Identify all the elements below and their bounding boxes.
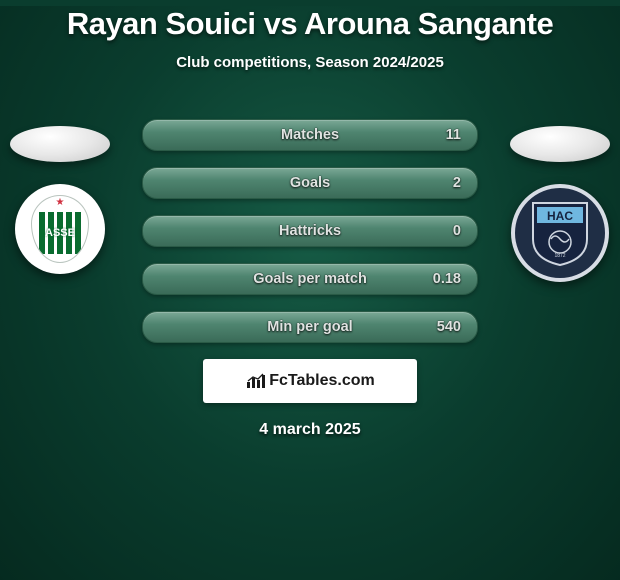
stat-value: 0.18 — [433, 271, 461, 287]
right-club-badge: HAC 1872 — [511, 184, 609, 282]
stat-value: 0 — [453, 223, 461, 239]
stat-label: Goals per match — [253, 271, 367, 287]
left-club: ★ ASSE — [10, 126, 110, 282]
stat-row: Goals 2 — [142, 167, 478, 199]
asse-crest-icon: ★ ASSE — [31, 195, 89, 263]
stat-value: 2 — [453, 175, 461, 191]
stat-value: 540 — [437, 319, 461, 335]
stat-label: Matches — [281, 127, 339, 143]
svg-text:1872: 1872 — [554, 253, 565, 259]
left-player-placeholder — [10, 126, 110, 162]
brand-text: FcTables.com — [269, 372, 375, 390]
stat-value: 11 — [446, 127, 461, 143]
right-player-placeholder — [510, 126, 610, 162]
svg-text:HAC: HAC — [547, 209, 573, 223]
stat-row: Goals per match 0.18 — [142, 263, 478, 295]
stat-label: Goals — [290, 175, 330, 191]
date-text: 4 march 2025 — [0, 421, 620, 439]
star-icon: ★ — [56, 197, 65, 208]
stat-row: Matches 11 — [142, 119, 478, 151]
page-title: Rayan Souici vs Arouna Sangante — [0, 6, 620, 42]
subtitle: Club competitions, Season 2024/2025 — [0, 54, 620, 71]
stat-row: Min per goal 540 — [142, 311, 478, 343]
bar-chart-icon — [245, 372, 267, 390]
right-club: HAC 1872 — [510, 126, 610, 282]
hac-crest-icon: HAC 1872 — [529, 199, 591, 267]
stat-label: Hattricks — [279, 223, 341, 239]
brand-badge: FcTables.com — [203, 359, 417, 403]
left-club-abbr: ASSE — [45, 228, 75, 239]
left-club-badge: ★ ASSE — [15, 184, 105, 274]
stat-label: Min per goal — [267, 319, 352, 335]
stats-list: Matches 11 Goals 2 Hattricks 0 Goals per… — [142, 119, 478, 343]
stat-row: Hattricks 0 — [142, 215, 478, 247]
